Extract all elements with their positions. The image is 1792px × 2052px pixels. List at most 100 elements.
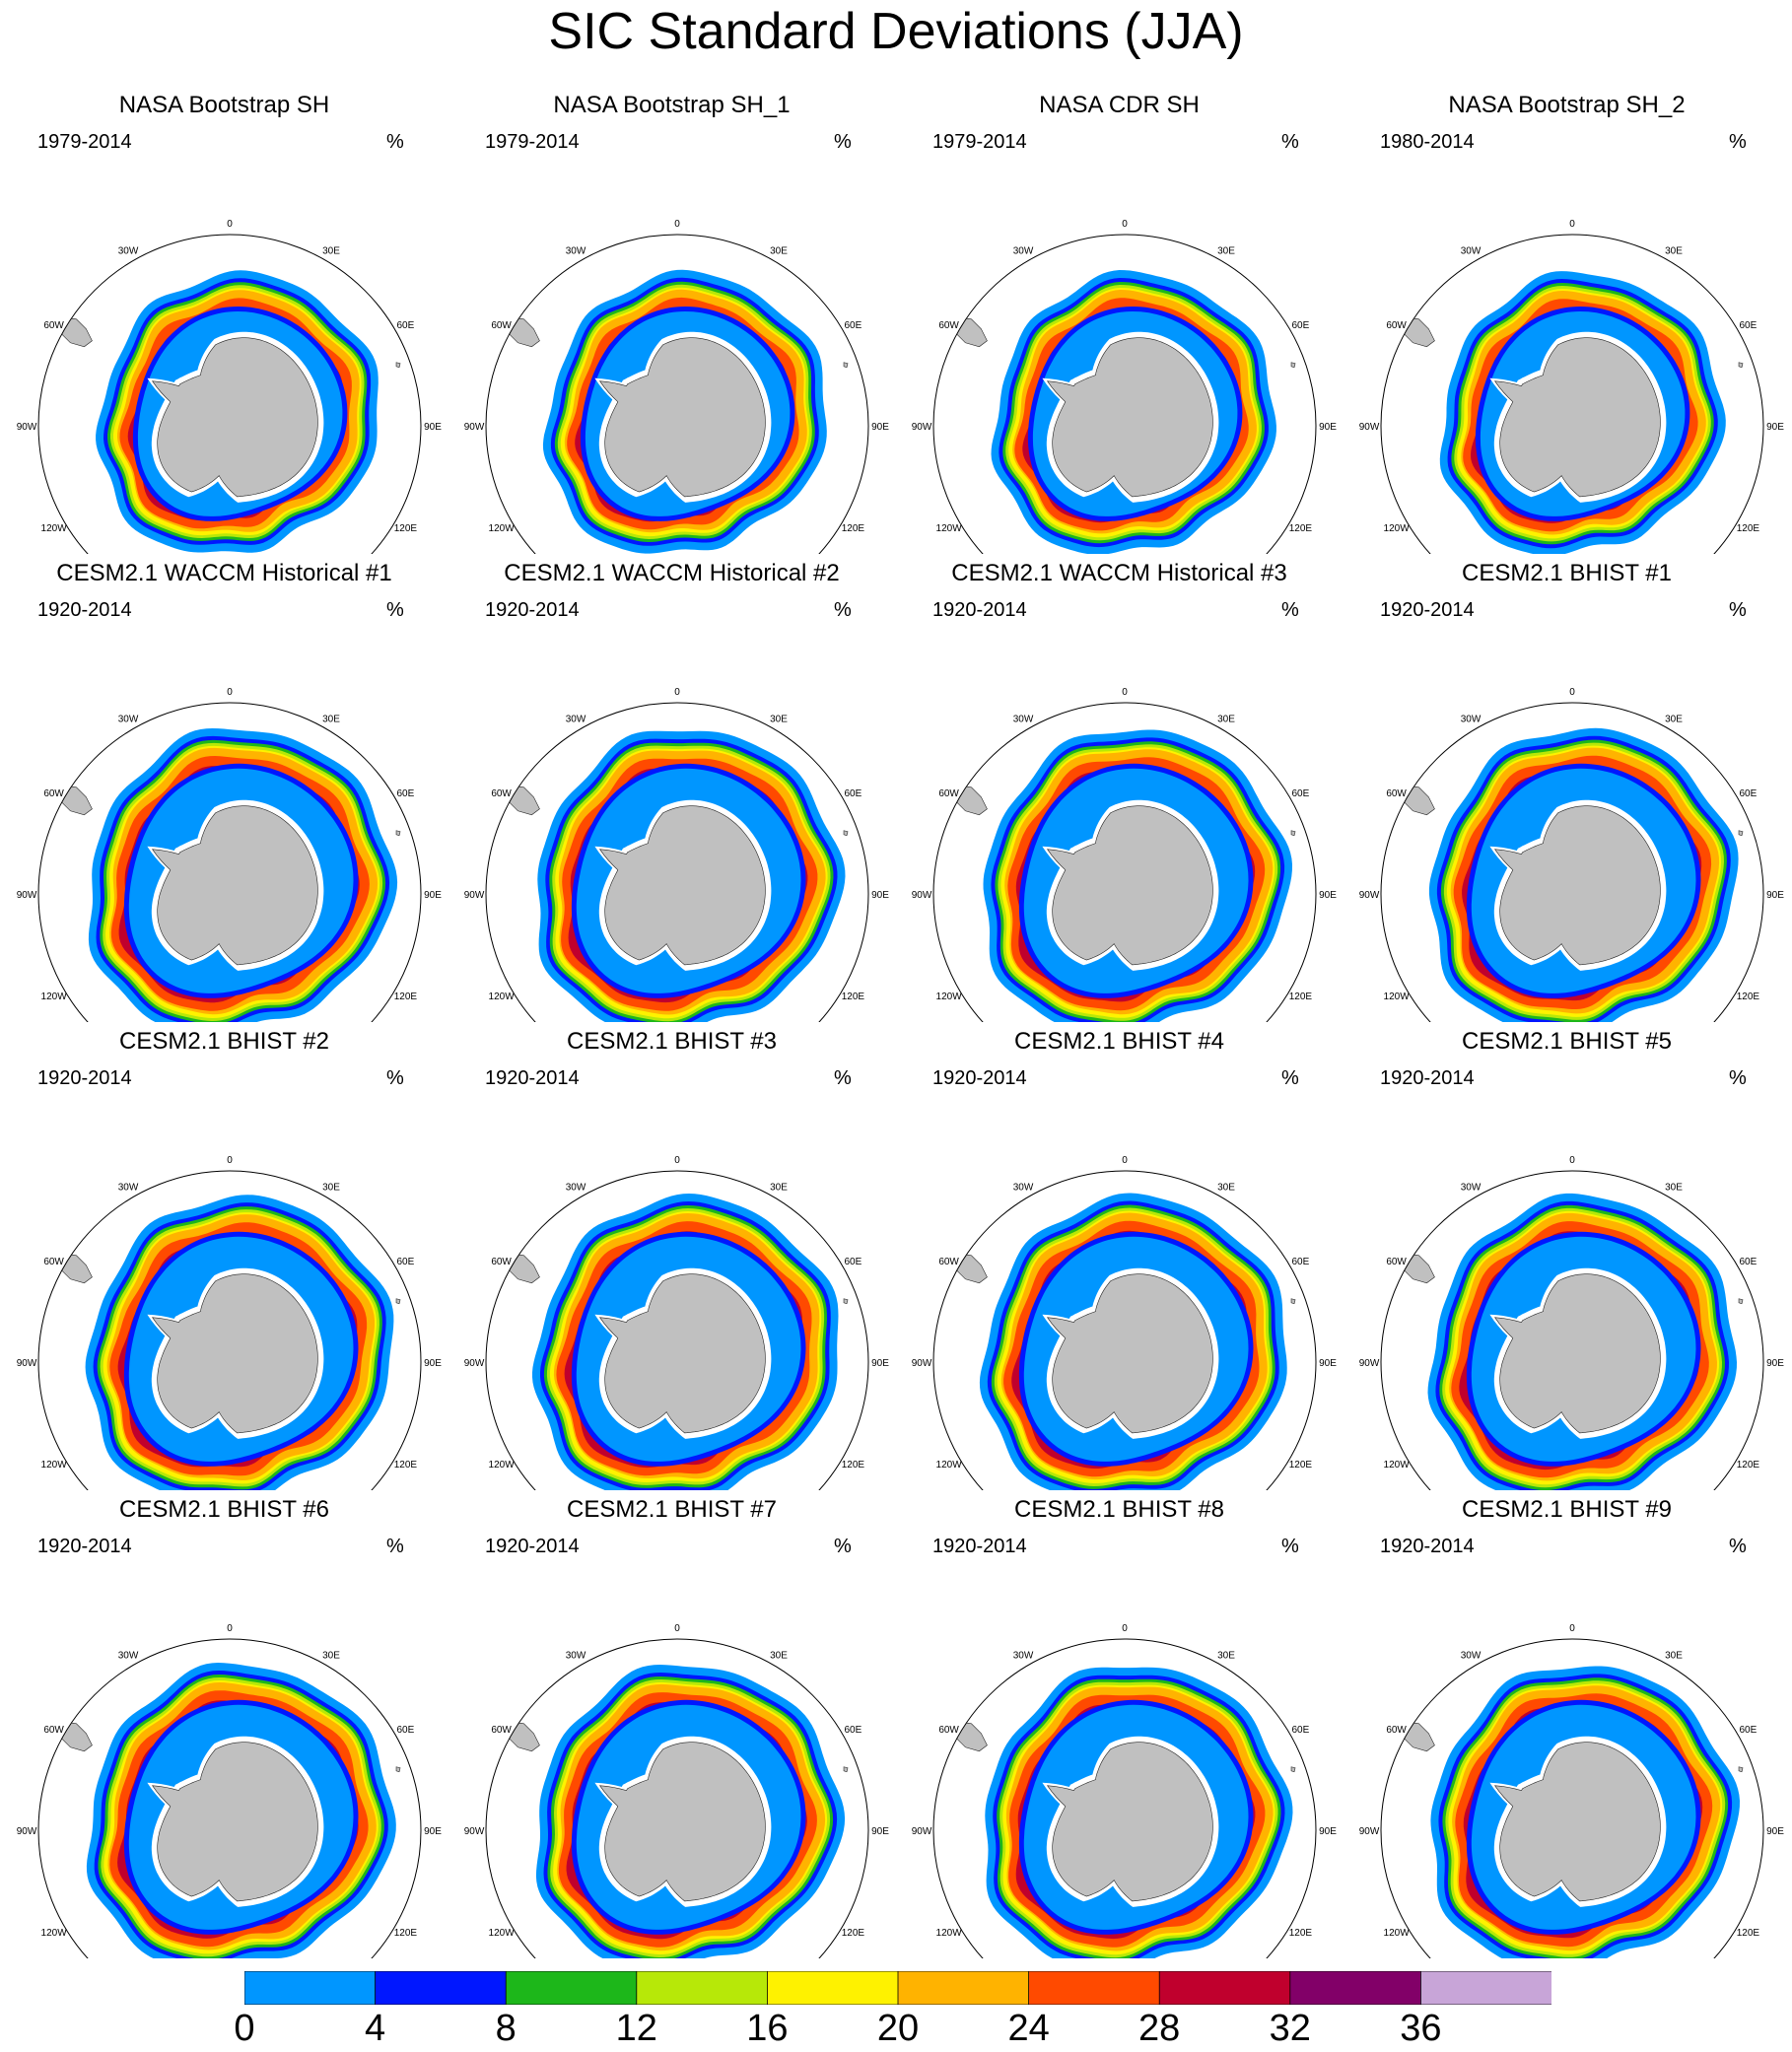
colorbar-tick-labels: 0 4 8 12 16 20 24 28 32 36 — [0, 2007, 1792, 2052]
longitude-label: 90W — [912, 890, 932, 901]
longitude-label: 120E — [1737, 523, 1760, 534]
longitude-label: 90E — [424, 422, 442, 433]
longitude-label: 90E — [1319, 1358, 1337, 1369]
antarctica-land — [151, 337, 318, 498]
panel-title: NASA Bootstrap SH_2 — [1448, 92, 1686, 118]
kerguelen-land — [1290, 362, 1296, 369]
panel-title: CESM2.1 BHIST #9 — [1462, 1496, 1672, 1523]
longitude-label: 90W — [912, 422, 932, 433]
south-america-land — [60, 1721, 93, 1752]
longitude-label: 90E — [424, 890, 442, 901]
antarctica-land — [151, 1742, 318, 1902]
antarctica-land — [1046, 337, 1213, 498]
longitude-label: 90W — [1359, 1826, 1380, 1837]
longitude-label: 30W — [1013, 1651, 1034, 1662]
longitude-label: 0 — [227, 1623, 233, 1634]
polar-stereographic-map: 030E60E90E120E150E180150W120W90W60W30W — [464, 1155, 889, 1490]
kerguelen-land — [1738, 830, 1744, 837]
colorbar-swatch — [1158, 1970, 1291, 2006]
longitude-label: 120E — [842, 1928, 865, 1939]
longitude-label: 0 — [1122, 1623, 1128, 1634]
longitude-label: 30W — [1461, 1651, 1482, 1662]
antarctica-land — [598, 805, 766, 966]
panel-years: 1920-2014 — [932, 599, 1027, 621]
south-america-land — [1403, 316, 1435, 348]
map-panel: CESM2.1 BHIST #8 1920-2014% 0 30E 60E 90E 120E… — [895, 1495, 1344, 1958]
kerguelen-land — [1290, 1298, 1296, 1305]
polar-stereographic-map: 030E60E90E120E150E180150W120W90W60W30W — [464, 687, 889, 1022]
south-america-land — [955, 1721, 988, 1752]
longitude-label: 30E — [322, 1651, 340, 1662]
map-border — [1380, 702, 1764, 1022]
kerguelen-land — [395, 362, 401, 369]
south-america-land — [60, 1253, 93, 1284]
colorbar-tick: 20 — [876, 2008, 920, 2049]
longitude-label: 30E — [1665, 246, 1683, 257]
longitude-label: 30W — [118, 246, 139, 257]
colorbar-swatch — [1420, 1970, 1552, 2006]
longitude-label: 90W — [17, 890, 37, 901]
south-america-land — [508, 316, 540, 348]
longitude-label: 90W — [17, 1358, 37, 1369]
longitude-label: 0 — [1122, 1155, 1128, 1166]
map-panel: NASA Bootstrap SH_2 1980-2014% 0 30E 60E 90E 1… — [1343, 91, 1791, 554]
longitude-label: 30E — [1665, 1651, 1683, 1662]
kerguelen-land — [843, 830, 849, 837]
longitude-label: 0 — [674, 687, 680, 698]
panel-unit: % — [386, 1067, 404, 1089]
panel-unit: % — [1281, 1536, 1299, 1557]
panel-title: CESM2.1 BHIST #1 — [1462, 560, 1672, 586]
kerguelen-land — [1738, 1298, 1744, 1305]
polar-stereographic-map: 030E60E90E120E150E180150W120W90W60W30W — [464, 219, 889, 554]
kerguelen-land — [843, 1766, 849, 1773]
antarctica-land — [1046, 805, 1213, 966]
longitude-label: 120E — [394, 992, 418, 1002]
longitude-label: 60E — [845, 788, 862, 799]
polar-stereographic-map: 030E60E90E120E150E180150W120W90W60W30W — [1359, 219, 1784, 554]
longitude-label: 120W — [936, 1928, 963, 1939]
longitude-label: 120E — [1289, 523, 1313, 534]
antarctica-land — [151, 1273, 318, 1434]
longitude-label: 90W — [17, 422, 37, 433]
longitude-label: 0 — [1122, 687, 1128, 698]
panel-unit: % — [834, 1067, 852, 1089]
panel-years: 1979-2014 — [37, 131, 132, 153]
longitude-label: 60W — [491, 788, 512, 799]
polar-stereographic-map: 030E60E90E120E150E180150W120W90W60W30W — [17, 219, 442, 554]
colorbar-tick: 0 — [234, 2008, 255, 2049]
panel-unit: % — [834, 131, 852, 153]
longitude-label: 30E — [1217, 715, 1235, 725]
longitude-label: 30E — [1217, 246, 1235, 257]
longitude-label: 0 — [674, 1623, 680, 1634]
map-panel: CESM2.1 BHIST #7 1920-2014% 0 30E 60E 90E 120E… — [448, 1495, 896, 1958]
panel-years: 1920-2014 — [37, 599, 132, 621]
longitude-label: 30W — [118, 1651, 139, 1662]
longitude-label: 90W — [912, 1358, 932, 1369]
panel-title: CESM2.1 BHIST #8 — [1014, 1496, 1224, 1523]
longitude-label: 90W — [464, 1826, 485, 1837]
antarctica-land — [151, 805, 318, 966]
kerguelen-land — [1290, 830, 1296, 837]
kerguelen-land — [843, 362, 849, 369]
panel-years: 1920-2014 — [485, 599, 580, 621]
polar-stereographic-map: 030E60E90E120E150E180150W120W90W60W30W — [17, 1623, 442, 1958]
longitude-label: 120W — [489, 1460, 516, 1471]
longitude-label: 120W — [1384, 1928, 1411, 1939]
longitude-label: 0 — [1569, 219, 1575, 230]
map-border — [1380, 1170, 1764, 1490]
figure-title: SIC Standard Deviations (JJA) — [548, 3, 1244, 60]
longitude-label: 30E — [770, 246, 788, 257]
longitude-label: 30W — [566, 715, 586, 725]
longitude-label: 60W — [43, 1725, 64, 1736]
colorbar-swatch — [897, 1970, 1030, 2006]
colorbar-swatch — [243, 1970, 377, 2006]
panel-years: 1920-2014 — [932, 1067, 1027, 1089]
south-america-land — [60, 785, 93, 816]
south-america-land — [955, 1253, 988, 1284]
longitude-label: 60W — [43, 788, 64, 799]
longitude-label: 30W — [566, 246, 586, 257]
longitude-label: 60W — [491, 1257, 512, 1267]
map-border — [932, 234, 1317, 554]
longitude-label: 90W — [464, 422, 485, 433]
